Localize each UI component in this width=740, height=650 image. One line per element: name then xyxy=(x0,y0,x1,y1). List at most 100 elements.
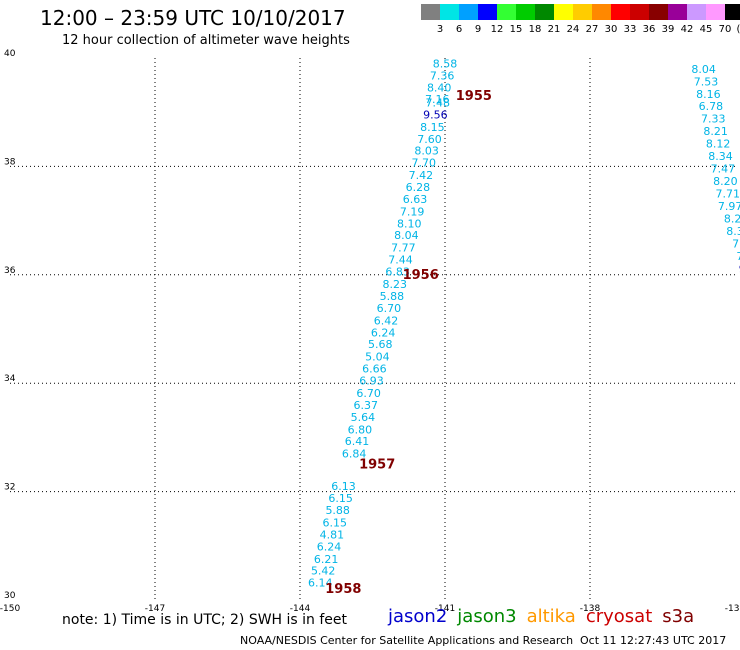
wave-height-value: 8.34 xyxy=(708,150,733,163)
wave-height-value: 6.41 xyxy=(345,435,370,448)
colorbar-tick-label: 6 xyxy=(455,24,463,35)
wave-tracks: 8.587.368.407.167.489.568.157.608.037.70… xyxy=(308,57,740,597)
wave-height-value: 5.42 xyxy=(311,565,336,578)
colorbar-swatch xyxy=(630,4,649,20)
latitude-tick-label: 40 xyxy=(4,49,16,59)
colorbar-tick-label: 30 xyxy=(604,24,618,35)
wave-height-value: 8.04 xyxy=(691,63,716,76)
pass-time-label: 1956 xyxy=(403,268,439,283)
wave-height-value: 8.58 xyxy=(433,57,458,70)
satellite-legend-item: jason2 xyxy=(388,606,448,627)
footer-note: note: 1) Time is in UTC; 2) SWH is in fe… xyxy=(62,612,348,628)
wave-height-value: 5.68 xyxy=(368,338,393,351)
wave-height-value: 6.66 xyxy=(362,363,387,376)
map-grid xyxy=(10,58,735,600)
pass-time-label: 1955 xyxy=(456,89,492,104)
wave-height-value: 6.14 xyxy=(308,577,333,590)
colorbar-swatch xyxy=(554,4,573,20)
colorbar-swatch xyxy=(706,4,725,20)
satellite-legend-item: altika xyxy=(526,606,576,627)
colorbar-tick-label: 39 xyxy=(661,24,675,35)
wave-height-value: 7.77 xyxy=(391,242,416,255)
colorbar-tick-label: 45 xyxy=(699,24,713,35)
colorbar-swatch xyxy=(459,4,478,20)
longitude-tick-label: -135 xyxy=(725,604,740,614)
wave-height-value: 7 xyxy=(736,250,740,263)
wave-height-value: 7.36 xyxy=(430,69,455,82)
latitude-tick-label: 38 xyxy=(4,157,16,167)
altimeter-track: 8.047.538.166.787.338.218.128.347.478.20… xyxy=(691,63,740,275)
colorbar-tick-label: 9 xyxy=(474,24,482,35)
wave-height-value: 6.24 xyxy=(317,540,342,553)
wave-height-value: 7.16 xyxy=(425,93,450,106)
wave-height-value: 6.15 xyxy=(323,516,348,529)
altimeter-track: 8.587.368.407.167.489.568.157.608.037.70… xyxy=(308,57,492,597)
wave-height-value: 8.40 xyxy=(427,81,452,94)
wave-height-value: 6.80 xyxy=(348,423,373,436)
longitude-tick-label: -144 xyxy=(290,604,311,614)
colorbar-swatch xyxy=(516,4,535,20)
wave-height-value: 7.42 xyxy=(409,169,434,182)
colorbar-swatch xyxy=(725,4,740,20)
satellite-legend-item: jason3 xyxy=(457,606,517,627)
colorbar-swatch xyxy=(668,4,687,20)
latitude-tick-label: 36 xyxy=(4,266,16,276)
longitude-tick-label: -150 xyxy=(0,604,20,614)
wave-height-value: 7. xyxy=(732,237,740,250)
wave-height-value: 7.60 xyxy=(417,133,442,146)
colorbar-tick-label: 3 xyxy=(436,24,444,35)
colorbar-swatch xyxy=(687,4,706,20)
wave-height-value: 7.47 xyxy=(711,163,736,176)
wave-height-value: 7.48 xyxy=(426,96,451,109)
map-axis-labels: -150 -147 -144 -141 -138 -135 40 38 36 34 32 30 xyxy=(0,49,740,614)
wave-height-value: 5.88 xyxy=(380,290,405,303)
longitude-tick-label: -141 xyxy=(435,604,455,614)
wave-height-value: 8.12 xyxy=(706,138,731,151)
wave-height-value: 6.13 xyxy=(331,480,356,493)
colorbar-tick-label: 27 xyxy=(585,24,599,35)
colorbar-tick-label: 24 xyxy=(566,24,580,35)
colorbar-swatch xyxy=(611,4,630,20)
map-subtitle: 12 hour collection of altimeter wave hei… xyxy=(62,33,350,48)
colorbar-swatch xyxy=(440,4,459,20)
colorbar-swatch xyxy=(573,4,592,20)
pass-time-label: 1958 xyxy=(325,582,361,597)
colorbar-swatch xyxy=(478,4,497,20)
colorbar-tick-label: 33 xyxy=(623,24,637,35)
pass-time-label: 1957 xyxy=(359,458,395,473)
wave-height-value: 6.21 xyxy=(314,553,339,566)
wave-height-value: 5.88 xyxy=(325,504,350,517)
satellite-legend-item: cryosat xyxy=(585,606,653,627)
wave-height-value: 8.15 xyxy=(420,121,445,134)
wave-height-value: 7.97 xyxy=(718,200,740,213)
colorbar-swatch xyxy=(535,4,554,20)
wave-height-value: 9 xyxy=(739,262,740,275)
colorbar-tick-label: 15 xyxy=(509,24,523,35)
wave-height-value: 6.70 xyxy=(377,302,402,315)
wave-height-value: 7.19 xyxy=(400,205,425,218)
colorbar-unit: (ft) xyxy=(736,24,740,35)
wave-height-value: 7.33 xyxy=(701,113,726,126)
latitude-tick-label: 30 xyxy=(4,591,16,601)
colorbar-swatch xyxy=(592,4,611,20)
wave-height-value: 7.53 xyxy=(694,75,719,88)
longitude-tick-label: -147 xyxy=(145,604,165,614)
satellite-legend-item: s3a xyxy=(662,606,695,627)
wave-height-value: 5.04 xyxy=(365,351,390,364)
satellite-legend: jason2 jason3 altika cryosat s3a xyxy=(388,606,704,627)
wave-height-value: 8.04 xyxy=(394,229,419,242)
wave-height-value: 6.84 xyxy=(342,448,367,461)
colorbar-swatch xyxy=(497,4,516,20)
wave-height-value: 7.71 xyxy=(716,188,740,201)
wave-height-value: 6.83 xyxy=(385,266,410,279)
wave-height-value: 7.70 xyxy=(411,157,436,170)
wave-height-value: 8.20 xyxy=(713,175,738,188)
wave-height-value: 8.16 xyxy=(696,88,721,101)
footer-credit: NOAA/NESDIS Center for Satellite Applica… xyxy=(240,634,574,647)
colorbar-tick-label: 36 xyxy=(642,24,656,35)
wave-height-value: 8.3 xyxy=(726,225,740,238)
wave-height-value: 8.23 xyxy=(382,278,407,291)
colorbar-tick-label: 42 xyxy=(680,24,694,35)
wave-height-value: 6.37 xyxy=(353,399,378,412)
